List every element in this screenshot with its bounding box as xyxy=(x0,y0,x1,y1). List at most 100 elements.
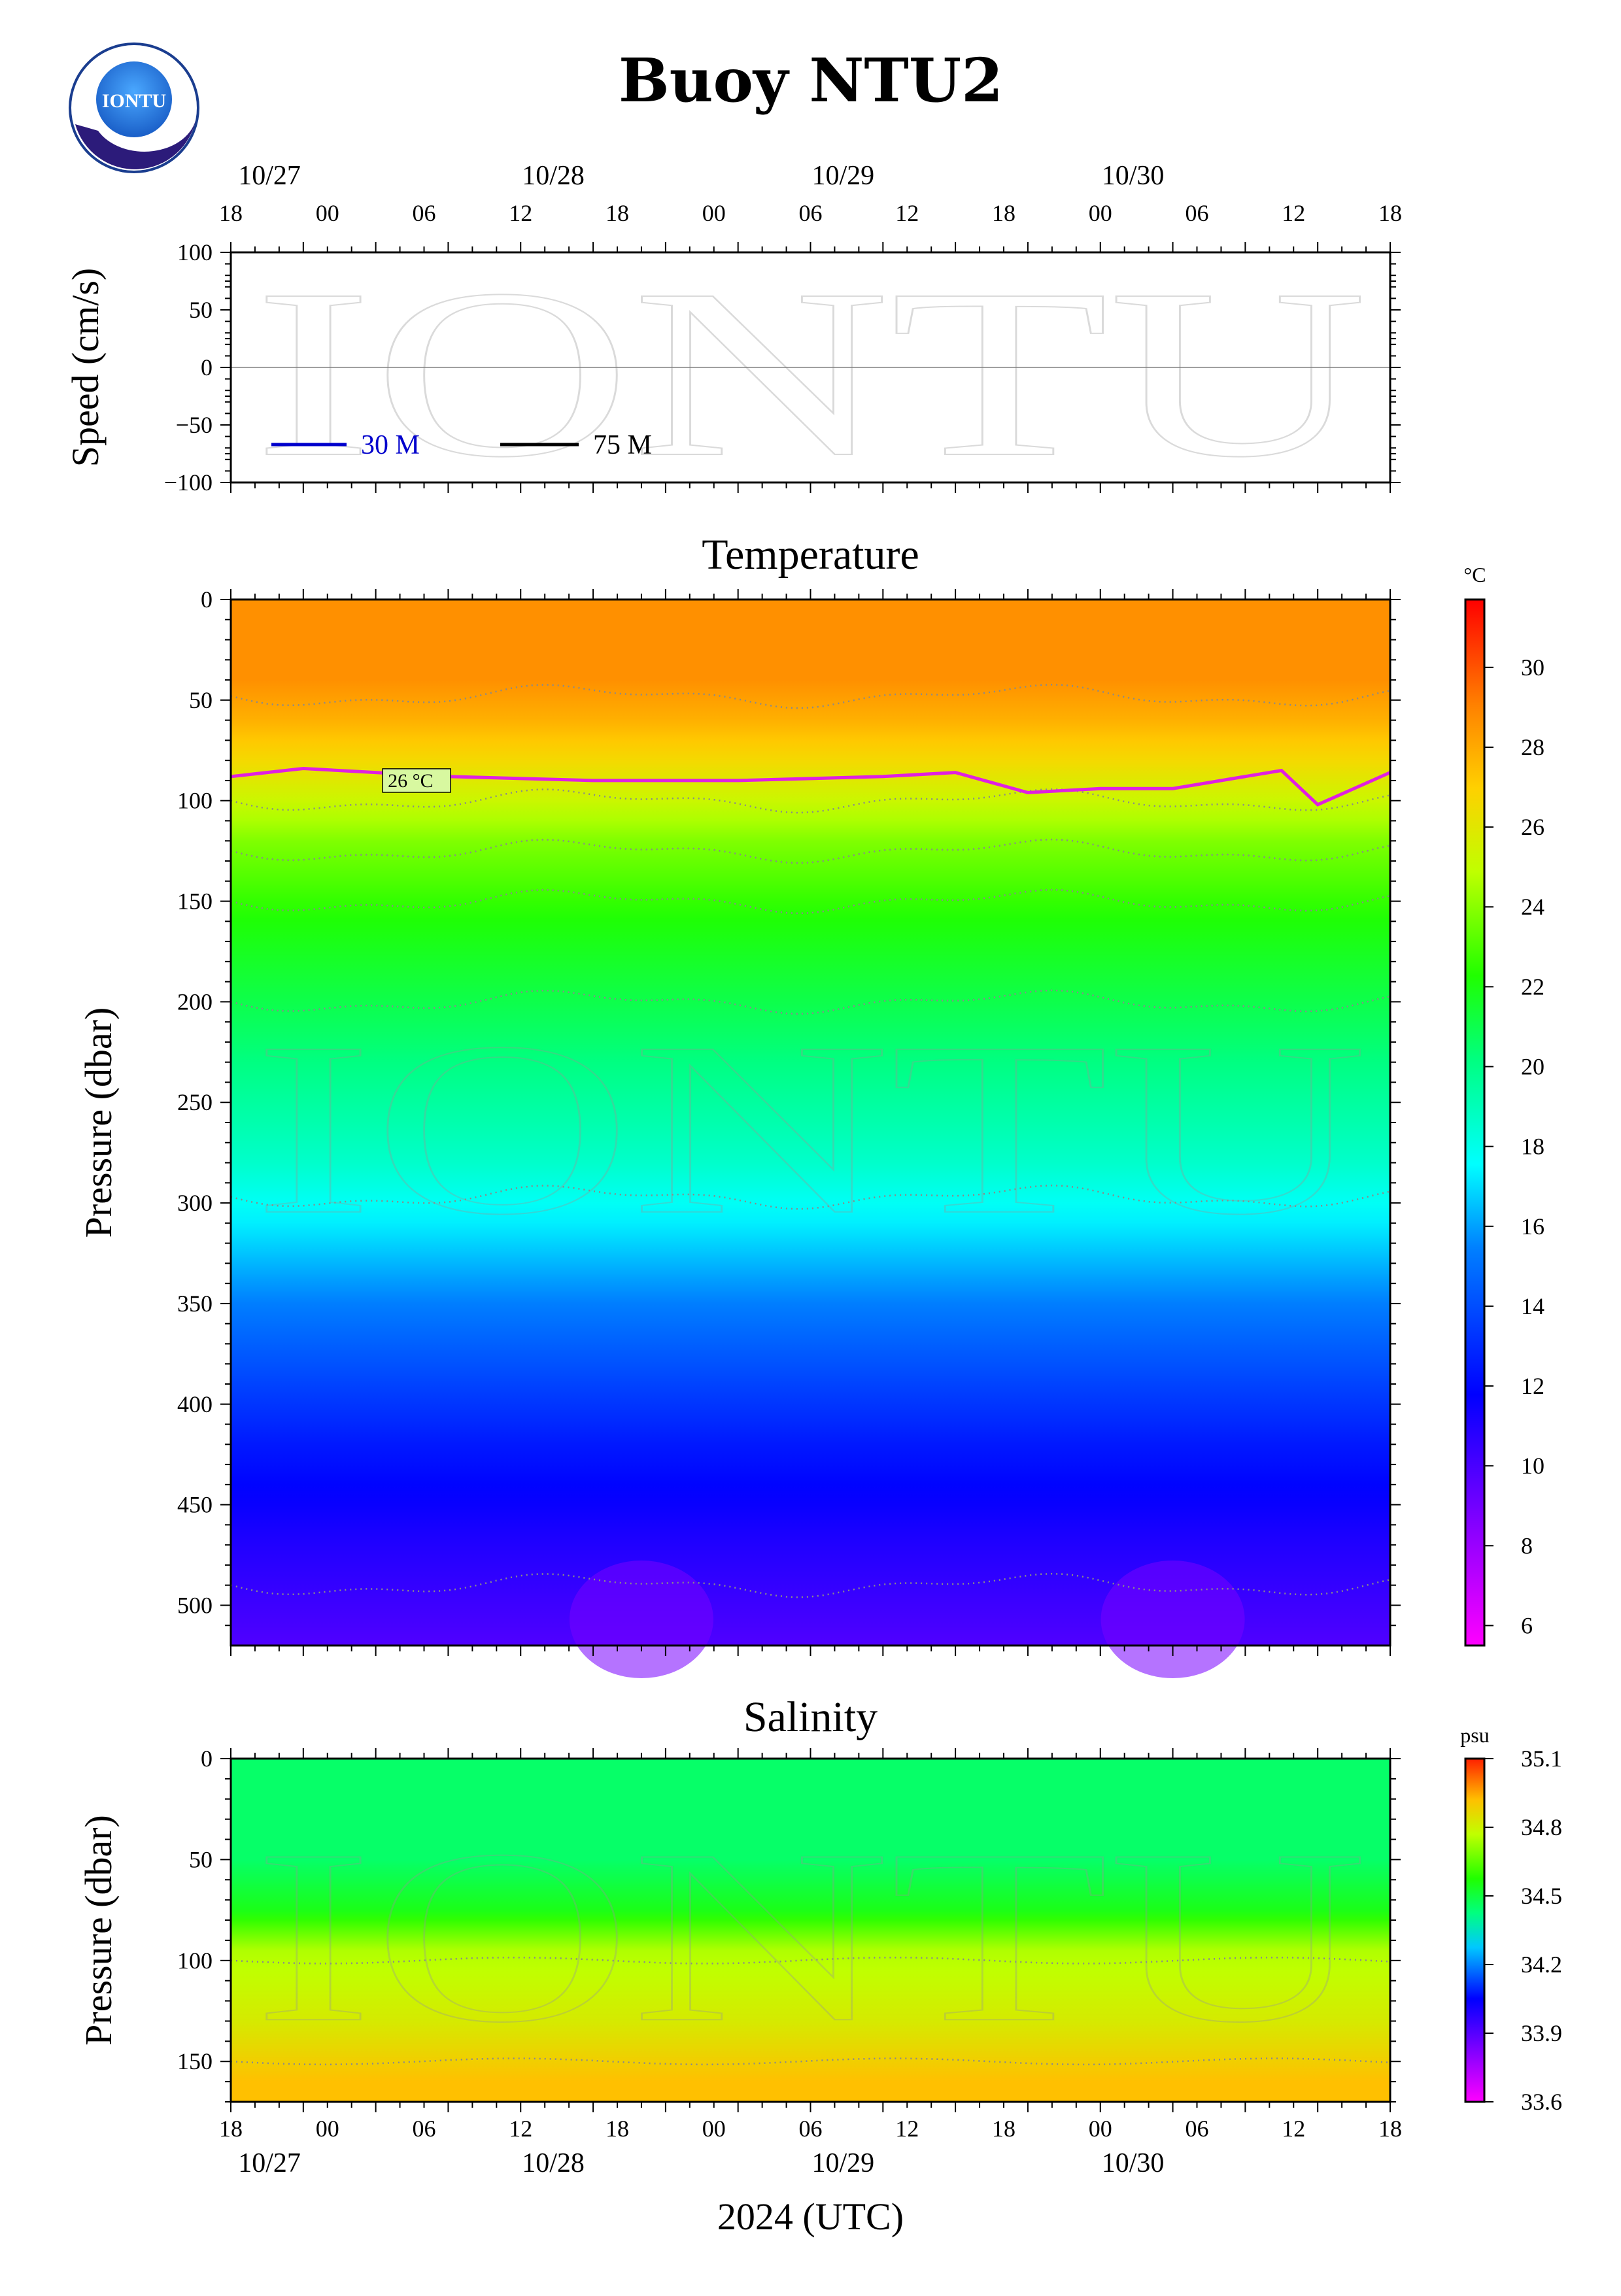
legend-label-30m: 30 M xyxy=(361,430,420,460)
temperature-cold-patch xyxy=(1101,1561,1245,1678)
speed-ytick-label: 100 xyxy=(177,239,213,265)
bottom-hour-label: 18 xyxy=(219,2116,243,2142)
salinity-unit: psu xyxy=(1460,1723,1489,1747)
bottom-hour-label: 00 xyxy=(316,2116,339,2142)
salinity-ytick-label: 0 xyxy=(201,1746,213,1772)
bottom-date-label: 10/27 xyxy=(238,2148,301,2178)
bottom-hour-label: 12 xyxy=(509,2116,532,2142)
top-date-label: 10/28 xyxy=(522,161,585,191)
logo: IONTU xyxy=(69,42,199,173)
speed-ytick-label: 0 xyxy=(201,354,213,380)
watermark-text: IONTU xyxy=(254,991,1367,1266)
contour-label-box xyxy=(382,768,451,793)
temperature-isoline xyxy=(230,888,1391,915)
temperature-ytick-label: 500 xyxy=(177,1592,213,1618)
temperature-isoline xyxy=(230,788,1391,814)
temperature-colorbar-label: 8 xyxy=(1521,1532,1533,1559)
top-hour-label: 18 xyxy=(992,200,1015,226)
temperature-title: Temperature xyxy=(702,531,919,579)
temperature-ytick-label: 50 xyxy=(189,687,213,713)
salinity-heatmap xyxy=(231,1759,1390,2102)
temperature-ytick-label: 150 xyxy=(177,888,213,915)
logo-wave xyxy=(75,118,196,169)
speed-ytick-label: −50 xyxy=(176,412,213,438)
chart-title: Buoy NTU2 xyxy=(619,45,1003,116)
top-hour-label: 00 xyxy=(1089,200,1112,226)
watermark-text: IONTU xyxy=(254,1798,1367,2074)
temperature-colorbar xyxy=(1464,598,1486,1647)
legend-label-75m: 75 M xyxy=(593,430,652,460)
temperature-ytick-label: 100 xyxy=(177,788,213,814)
bottom-date-label: 10/29 xyxy=(812,2148,875,2178)
salinity-colorbar-label: 34.5 xyxy=(1521,1883,1562,1909)
temperature-colorbar-label: 10 xyxy=(1521,1453,1544,1479)
temperature-colorbar-label: 6 xyxy=(1521,1612,1533,1638)
temperature-isoline xyxy=(230,1572,1391,1598)
bottom-hour-label: 00 xyxy=(702,2116,726,2142)
temperature-colorbar-label: 30 xyxy=(1521,654,1544,681)
bottom-hour-label: 06 xyxy=(413,2116,436,2142)
temperature-ytick-label: 300 xyxy=(177,1190,213,1216)
top-hour-label: 06 xyxy=(1186,200,1209,226)
temperature-ytick-label: 400 xyxy=(177,1391,213,1417)
bottom-hour-label: 06 xyxy=(1186,2116,1209,2142)
speed-ytick-label: −100 xyxy=(164,469,213,496)
salinity-colorbar-label: 33.6 xyxy=(1521,2089,1562,2115)
logo-text: IONTU xyxy=(102,90,166,112)
bottom-date-label: 10/28 xyxy=(522,2148,585,2178)
salinity-ylabel: Pressure (dbar) xyxy=(77,1815,120,2046)
top-date-label: 10/27 xyxy=(238,161,301,191)
top-hour-label: 00 xyxy=(316,200,339,226)
top-hour-label: 18 xyxy=(219,200,243,226)
top-hour-label: 06 xyxy=(799,200,823,226)
salinity-colorbar-label: 35.1 xyxy=(1521,1746,1562,1772)
temperature-ytick-label: 0 xyxy=(201,586,213,613)
temperature-ytick-label: 350 xyxy=(177,1291,213,1317)
temperature-unit: °C xyxy=(1463,563,1486,586)
salinity-title: Salinity xyxy=(743,1693,878,1741)
temperature-ytick-label: 200 xyxy=(177,988,213,1015)
salinity-colorbar-label: 33.9 xyxy=(1521,2020,1562,2046)
bottom-hour-label: 18 xyxy=(1378,2116,1402,2142)
salinity-colorbar-label: 34.8 xyxy=(1521,1814,1562,1840)
temperature-colorbar-label: 14 xyxy=(1521,1293,1544,1319)
logo-disk xyxy=(96,61,172,137)
temperature-cold-patch xyxy=(569,1561,713,1678)
contour-label: 26 °C xyxy=(388,770,434,792)
bottom-hour-label: 12 xyxy=(895,2116,919,2142)
top-hour-label: 18 xyxy=(1378,200,1402,226)
top-hour-label: 12 xyxy=(1282,200,1305,226)
salinity-colorbar-label: 34.2 xyxy=(1521,1951,1562,1978)
top-hour-label: 06 xyxy=(413,200,436,226)
top-date-label: 10/29 xyxy=(812,161,875,191)
top-hour-label: 18 xyxy=(606,200,629,226)
bottom-hour-label: 12 xyxy=(1282,2116,1305,2142)
temperature-colorbar-label: 20 xyxy=(1521,1054,1544,1080)
temperature-colorbar-label: 12 xyxy=(1521,1373,1544,1399)
temperature-isoline xyxy=(230,683,1391,709)
salinity-ytick-label: 100 xyxy=(177,1948,213,1974)
bottom-hour-label: 06 xyxy=(799,2116,823,2142)
bottom-hour-label: 00 xyxy=(1089,2116,1112,2142)
temperature-colorbar-label: 22 xyxy=(1521,973,1544,1000)
bottom-hour-label: 18 xyxy=(992,2116,1015,2142)
temperature-colorbar-label: 26 xyxy=(1521,814,1544,840)
top-hour-label: 00 xyxy=(702,200,726,226)
top-hour-label: 12 xyxy=(509,200,532,226)
temperature-ylabel: Pressure (dbar) xyxy=(77,1007,120,1238)
temperature-isoline xyxy=(230,838,1391,864)
top-date-label: 10/30 xyxy=(1102,161,1165,191)
x-axis-label: 2024 (UTC) xyxy=(717,2195,904,2238)
speed-ylabel: Speed (cm/s) xyxy=(64,268,107,467)
temperature-isoline xyxy=(230,1185,1391,1210)
temperature-isoline xyxy=(230,989,1391,1015)
temperature-colorbar-label: 28 xyxy=(1521,734,1544,760)
top-hour-label: 12 xyxy=(895,200,919,226)
bottom-date-label: 10/30 xyxy=(1102,2148,1165,2178)
watermark-text: IONTU xyxy=(254,239,1367,507)
salinity-ytick-label: 50 xyxy=(189,1846,213,1872)
speed-ytick-label: 50 xyxy=(189,297,213,323)
bottom-hour-label: 18 xyxy=(606,2116,629,2142)
salinity-ytick-label: 150 xyxy=(177,2048,213,2074)
